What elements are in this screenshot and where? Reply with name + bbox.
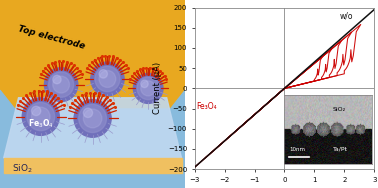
Circle shape bbox=[53, 75, 61, 84]
Circle shape bbox=[31, 107, 50, 126]
Circle shape bbox=[99, 70, 116, 87]
Circle shape bbox=[27, 102, 55, 131]
Circle shape bbox=[137, 77, 159, 100]
Text: Fe$_3$O$_4$: Fe$_3$O$_4$ bbox=[28, 118, 54, 130]
Circle shape bbox=[99, 70, 107, 78]
Circle shape bbox=[133, 73, 163, 103]
Text: SiO$_2$: SiO$_2$ bbox=[12, 163, 33, 175]
Circle shape bbox=[91, 62, 124, 96]
Circle shape bbox=[31, 106, 41, 116]
Circle shape bbox=[83, 108, 93, 118]
Circle shape bbox=[79, 104, 107, 133]
Text: w/o: w/o bbox=[340, 12, 353, 21]
Polygon shape bbox=[4, 158, 181, 173]
Circle shape bbox=[74, 100, 111, 137]
Polygon shape bbox=[4, 98, 181, 158]
Polygon shape bbox=[0, 0, 185, 132]
Circle shape bbox=[141, 80, 148, 88]
Circle shape bbox=[49, 72, 74, 97]
Polygon shape bbox=[0, 90, 185, 188]
Circle shape bbox=[45, 68, 78, 102]
Circle shape bbox=[95, 66, 120, 92]
Circle shape bbox=[83, 109, 102, 128]
Text: Top electrode: Top electrode bbox=[17, 24, 86, 51]
Text: Fe₃O₄: Fe₃O₄ bbox=[196, 102, 217, 111]
Circle shape bbox=[53, 76, 70, 93]
Circle shape bbox=[22, 98, 59, 135]
Y-axis label: Current (μA): Current (μA) bbox=[153, 62, 162, 114]
Circle shape bbox=[141, 81, 156, 96]
